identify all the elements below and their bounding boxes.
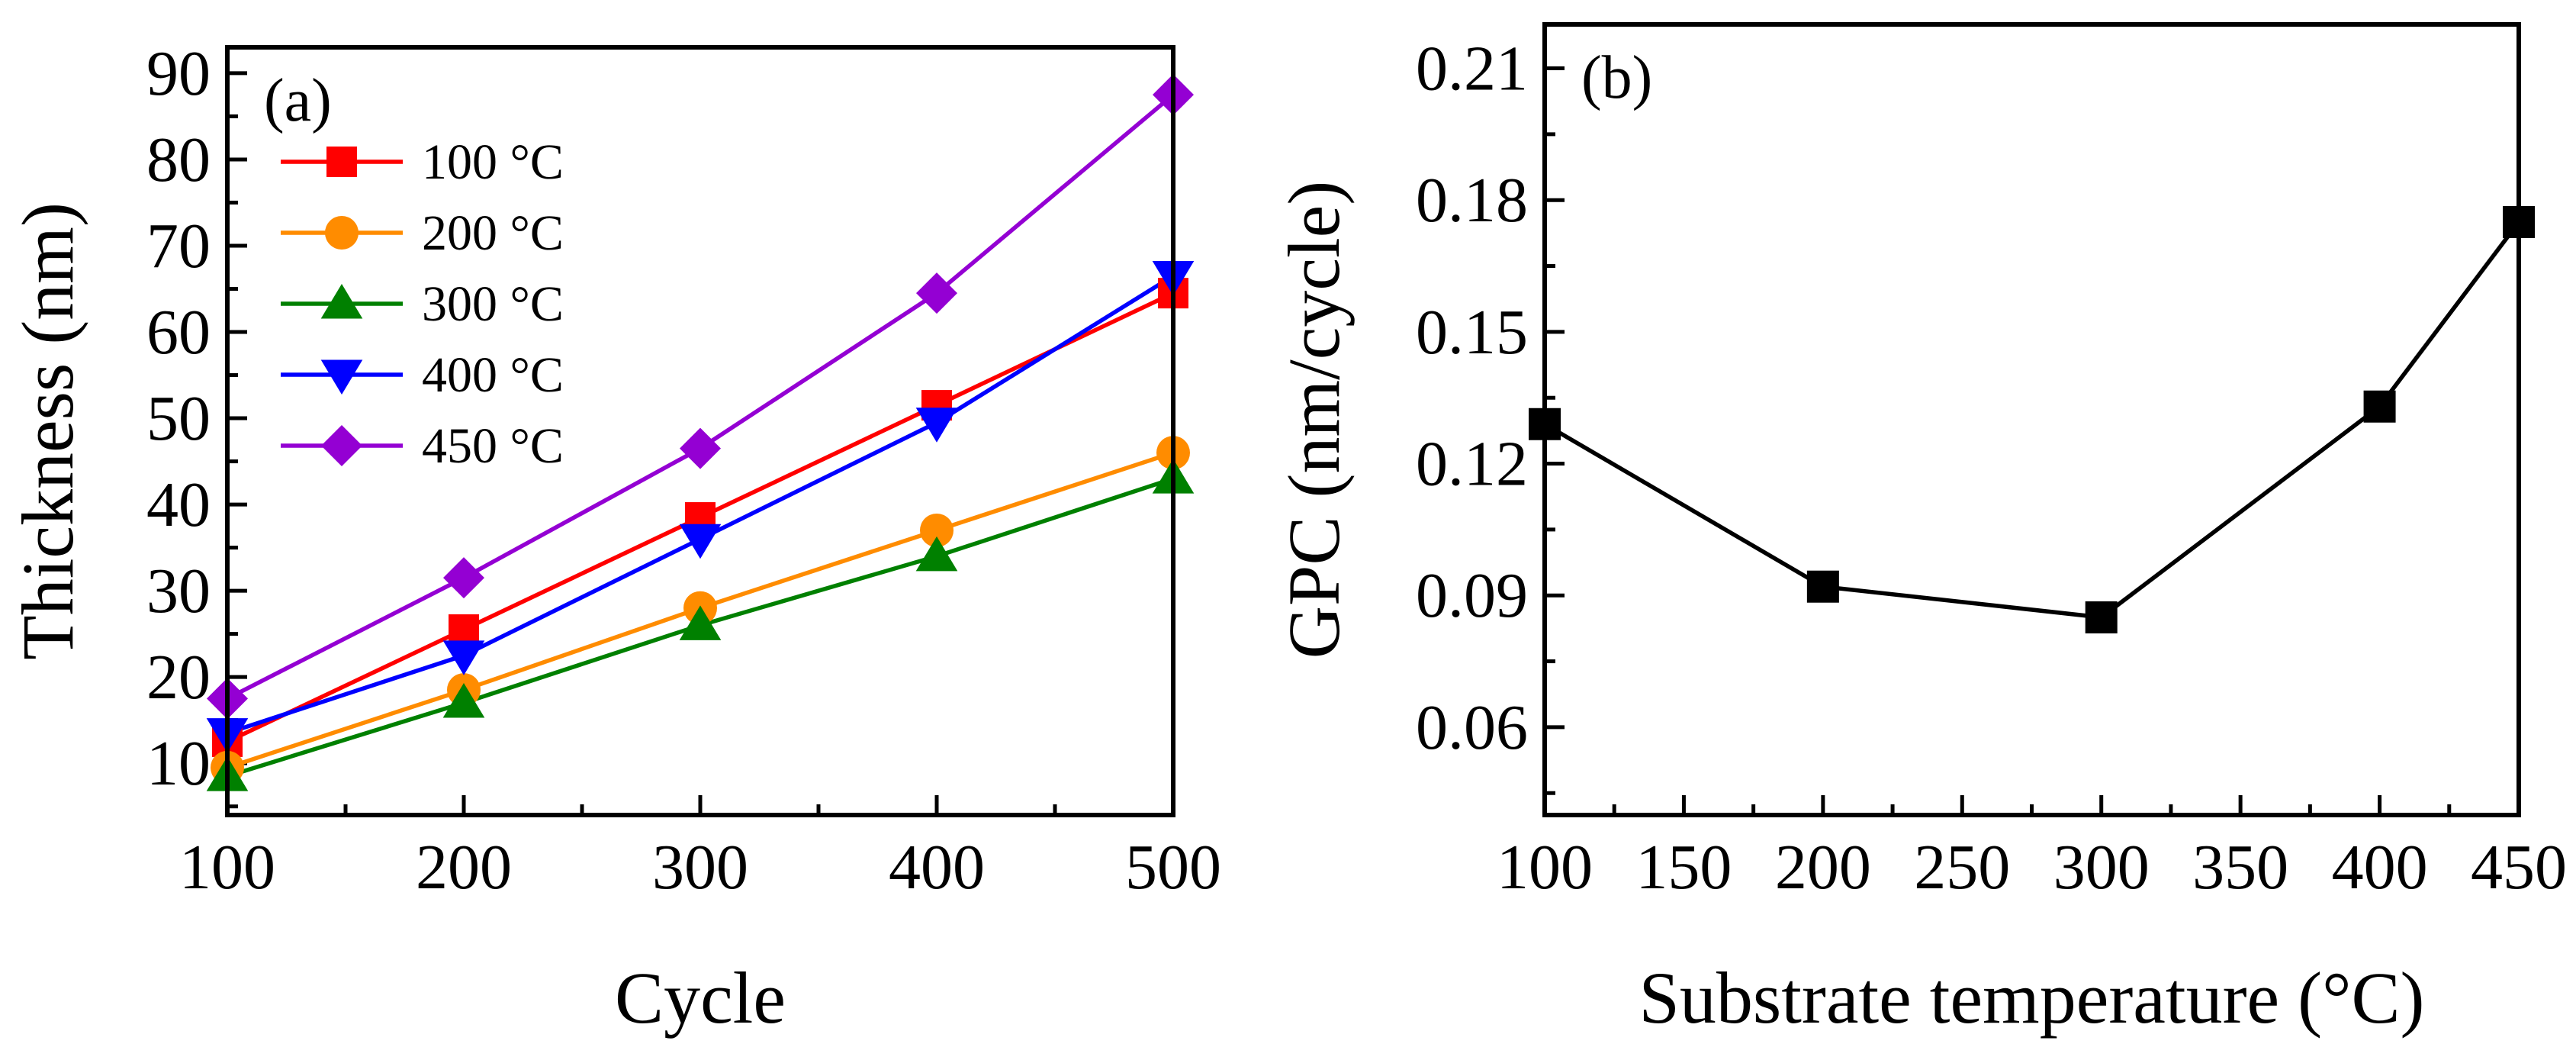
a-y-tick-label: 50	[146, 383, 211, 454]
b-x-tick-label: 450	[2471, 832, 2567, 903]
a-series-4-point	[916, 272, 957, 314]
b-series-0-point	[2363, 390, 2396, 423]
a-x-tick-label: 100	[179, 832, 275, 903]
b-x-tick-label: 300	[2053, 832, 2150, 903]
b-y-tick-label: 0.09	[1416, 560, 1528, 631]
a-series-4-point	[680, 427, 721, 469]
a-y-tick-label: 90	[146, 38, 211, 109]
panel-b-x-axis-label: Substrate temperature (°C)	[1639, 957, 2424, 1039]
legend-entry-label: 300 °C	[422, 276, 564, 332]
b-series-0-point	[2085, 601, 2118, 633]
b-y-tick-label: 0.12	[1416, 429, 1528, 500]
legend-swatch-marker	[320, 284, 363, 319]
b-x-tick-label: 150	[1635, 832, 1732, 903]
b-x-tick-label: 350	[2192, 832, 2288, 903]
b-x-tick-label: 250	[1914, 832, 2010, 903]
panel-b-series-markers	[1529, 206, 2535, 633]
b-y-tick-label: 0.06	[1416, 692, 1528, 763]
b-x-tick-label: 200	[1775, 832, 1871, 903]
a-x-tick-label: 500	[1125, 832, 1221, 903]
panel-a-thickness-chart: 100 200 300 400 500 10 20 30 40 50 60 70 80 90 (a) 10…	[7, 38, 1221, 1039]
legend-swatch-marker	[325, 216, 359, 250]
b-y-tick-label: 0.18	[1416, 165, 1528, 236]
a-x-tick-label: 200	[416, 832, 512, 903]
a-y-tick-label: 60	[146, 297, 211, 368]
legend-entry-label: 100 °C	[422, 134, 564, 190]
a-series-2-point	[679, 605, 722, 640]
b-x-tick-label: 100	[1497, 832, 1593, 903]
a-series-2-point	[442, 683, 485, 718]
panel-b-y-axis-label: GPC (nm/cycle)	[1273, 181, 1355, 659]
b-y-tick-label: 0.15	[1416, 297, 1528, 368]
b-x-tick-label: 400	[2332, 832, 2428, 903]
panel-a-series-markers	[206, 74, 1195, 791]
a-series-3-point	[915, 408, 958, 443]
panel-b-tick-labels: 100 150 200 250 300 350 400 450 0.06 0.09 0.12 0.15…	[1416, 34, 2567, 903]
panel-b-plot-frame	[1542, 22, 2521, 817]
legend-entry-label: 450 °C	[422, 418, 564, 474]
a-y-tick-label: 20	[146, 642, 211, 713]
a-series-4-point	[443, 557, 484, 599]
legend-swatch-marker	[326, 147, 357, 177]
a-y-tick-label: 70	[146, 211, 211, 282]
a-series-2-point	[915, 536, 958, 572]
a-y-tick-label: 40	[146, 469, 211, 540]
panel-b-label: (b)	[1581, 44, 1652, 111]
a-series-0-point	[449, 614, 479, 645]
legend-entry-label: 400 °C	[422, 347, 564, 403]
b-series-0-point	[1806, 570, 1839, 603]
legend-swatch-marker	[321, 425, 362, 466]
a-x-tick-label: 400	[889, 832, 985, 903]
panel-a-plot-frame	[225, 45, 1175, 817]
a-y-tick-label: 80	[146, 124, 211, 195]
panel-a-legend: 100 °C 200 °C 300 °C 400 °C 450 °C	[281, 134, 564, 474]
a-y-tick-label: 30	[146, 556, 211, 627]
panel-a-label: (a)	[264, 67, 332, 134]
panel-a-x-axis-label: Cycle	[615, 957, 786, 1039]
panel-a-tick-labels: 100 200 300 400 500 10 20 30 40 50 60 70 80 90	[146, 38, 1221, 903]
panel-b-gpc-chart: 100 150 200 250 300 350 400 450 0.06 0.09 0.12 0.15…	[1273, 22, 2567, 1039]
panel-a-y-axis-label: Thickness (nm)	[7, 202, 88, 660]
panel-b-ticks	[1542, 66, 2521, 815]
a-series-3-point	[442, 640, 485, 675]
a-x-tick-label: 300	[652, 832, 748, 903]
a-series-3-point	[679, 524, 722, 559]
a-series-1-point	[920, 513, 954, 547]
legend-entry-label: 200 °C	[422, 205, 564, 261]
a-y-tick-label: 10	[146, 728, 211, 799]
b-y-tick-label: 0.21	[1416, 34, 1528, 105]
legend-swatch-marker	[320, 359, 363, 395]
